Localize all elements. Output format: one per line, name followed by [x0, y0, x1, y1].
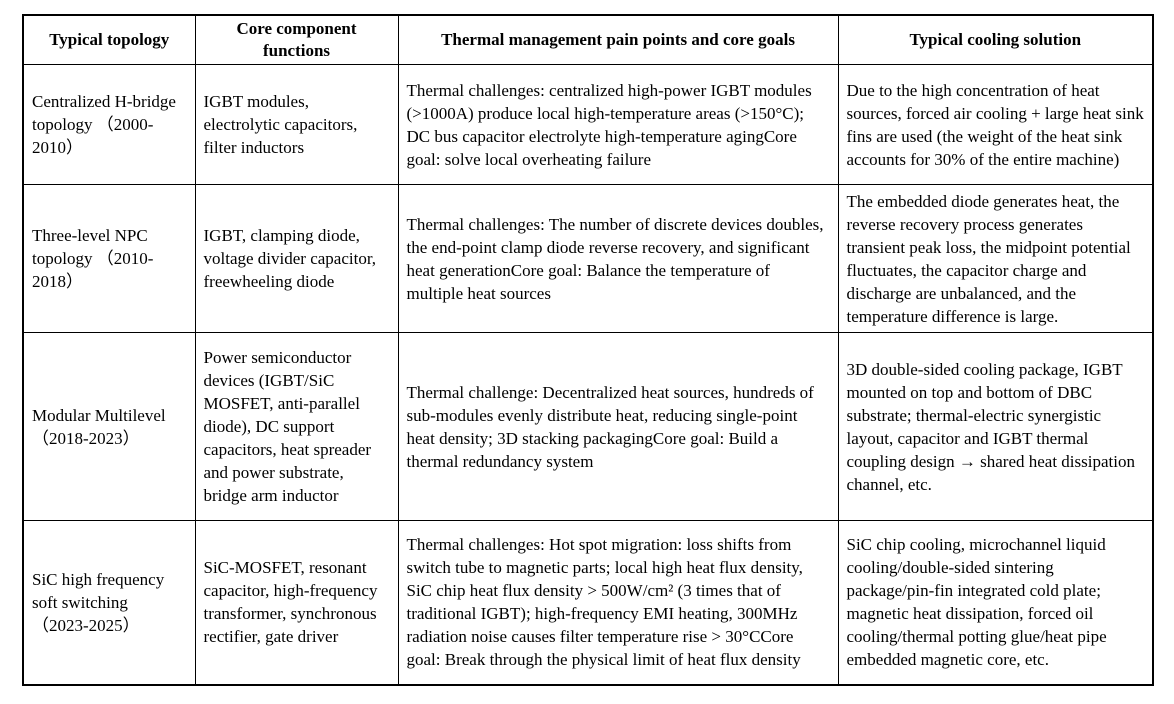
cooling-solution-cell: The embedded diode generates heat, the r…	[837, 184, 1154, 333]
components-cell: Power semiconductor devices (IGBT/SiC MO…	[194, 332, 399, 521]
topology-cooling-table: Typical topology Core component function…	[22, 14, 1154, 686]
table-row: Centralized H-bridge topology （2000-2010…	[22, 64, 1154, 185]
table-row: Modular Multilevel （2018-2023） Power sem…	[22, 332, 1154, 521]
pain-points-cell: Thermal challenges: Hot spot migration: …	[397, 520, 839, 685]
components-cell: IGBT modules, electrolytic capacitors, f…	[194, 64, 399, 185]
column-header-typical-cooling-solution: Typical cooling solution	[837, 14, 1154, 65]
pain-points-cell: Thermal challenges: centralized high-pow…	[397, 64, 839, 185]
column-header-typical-topology: Typical topology	[22, 14, 196, 65]
components-cell: SiC-MOSFET, resonant capacitor, high-fre…	[194, 520, 399, 685]
pain-points-cell: Thermal challenge: Decentralized heat so…	[397, 332, 839, 521]
cooling-solution-cell: SiC chip cooling, microchannel liquid co…	[837, 520, 1154, 685]
table-row: SiC high frequency soft switching （2023-…	[22, 520, 1154, 685]
cooling-solution-cell: 3D double-sided cooling package, IGBT mo…	[837, 332, 1154, 521]
pain-points-cell: Thermal challenges: The number of discre…	[397, 184, 839, 333]
table-row: Three-level NPC topology （2010-2018） IGB…	[22, 184, 1154, 333]
column-header-core-component-functions: Core component functions	[194, 14, 399, 65]
components-cell: IGBT, clamping diode, voltage divider ca…	[194, 184, 399, 333]
topology-cell: SiC high frequency soft switching （2023-…	[22, 520, 196, 685]
topology-cell: Centralized H-bridge topology （2000-2010…	[22, 64, 196, 185]
column-header-thermal-pain-points: Thermal management pain points and core …	[397, 14, 839, 65]
cooling-solution-cell: Due to the high concentration of heat so…	[837, 64, 1154, 185]
header-row: Typical topology Core component function…	[22, 14, 1154, 65]
topology-cell: Three-level NPC topology （2010-2018）	[22, 184, 196, 333]
topology-cell: Modular Multilevel （2018-2023）	[22, 332, 196, 521]
